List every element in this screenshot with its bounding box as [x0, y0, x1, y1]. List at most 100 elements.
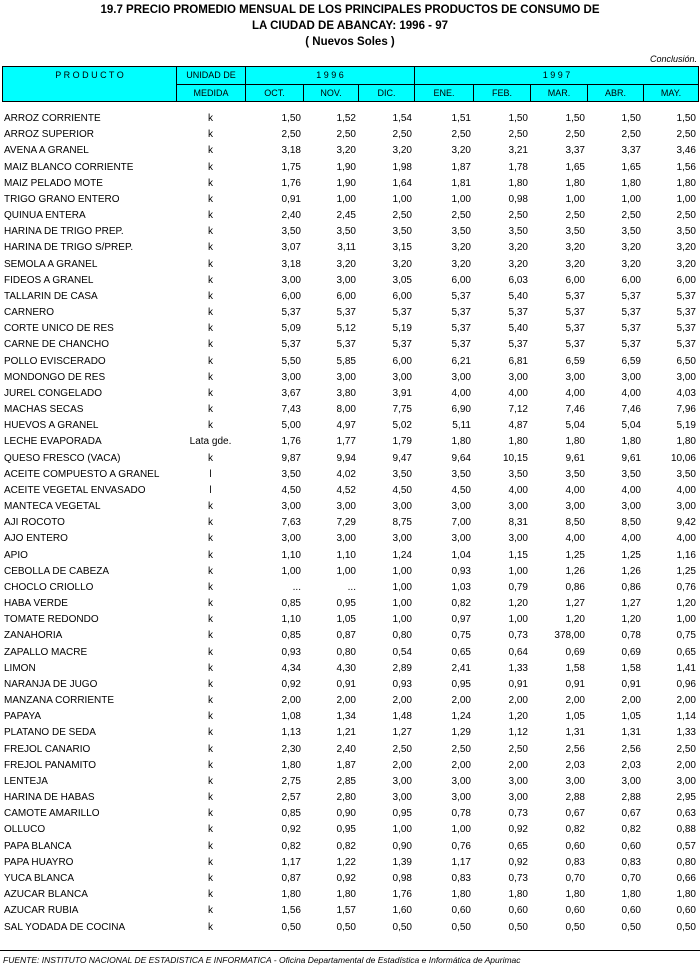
price: 1,08: [281, 711, 301, 723]
price: 3,50: [336, 226, 356, 238]
price: 0,50: [392, 921, 412, 933]
price: 8,50: [621, 517, 641, 529]
price: 1,81: [451, 177, 471, 189]
price: 0,90: [336, 808, 356, 820]
price: 0,50: [621, 921, 641, 933]
price: 2,00: [676, 759, 696, 771]
price: 0,92: [508, 856, 528, 868]
product: AJO ENTERO: [4, 533, 68, 545]
price: 6,00: [281, 290, 301, 302]
price: 6,90: [451, 404, 471, 416]
price: 1,76: [392, 889, 412, 901]
price: 1,00: [392, 598, 412, 610]
price: 0,82: [621, 824, 641, 836]
price: 0,64: [508, 646, 528, 658]
price: 0,73: [508, 630, 528, 642]
month-header: ENE.: [414, 84, 474, 102]
price: 5,37: [621, 290, 641, 302]
price: 3,00: [676, 371, 696, 383]
price: 5,40: [508, 290, 528, 302]
price: 7,46: [565, 404, 585, 416]
product: CARNE DE CHANCHO: [4, 339, 110, 351]
price: 0,95: [451, 678, 471, 690]
product: QUESO FRESCO (VACA): [4, 452, 121, 464]
price: 1,58: [621, 662, 641, 674]
price: 1,20: [676, 598, 696, 610]
price: 3,11: [337, 242, 356, 254]
price: 1,25: [676, 565, 696, 577]
price: 3,15: [392, 242, 412, 254]
price: 1,10: [336, 549, 356, 561]
price: 3,00: [281, 371, 301, 383]
price: 4,00: [508, 387, 528, 399]
price: 4,00: [565, 387, 585, 399]
unit: k: [208, 226, 213, 238]
price: 1,05: [336, 614, 356, 626]
price: 1,65: [565, 161, 585, 173]
price: 1,80: [565, 177, 585, 189]
price: 3,20: [676, 242, 696, 254]
price: 2,00: [281, 695, 301, 707]
price: 0,85: [281, 808, 301, 820]
price: 4,00: [621, 484, 641, 496]
price: 6,59: [565, 355, 585, 367]
price: 0,79: [508, 581, 528, 593]
price: 0,50: [565, 921, 585, 933]
product: FREJOL CANARIO: [4, 743, 91, 755]
unit: k: [208, 921, 213, 933]
price: 0,93: [392, 678, 412, 690]
month-header: OCT.: [245, 84, 304, 102]
price: 3,00: [336, 371, 356, 383]
price: 1,65: [621, 161, 641, 173]
price: 3,00: [451, 775, 471, 787]
price: 6,21: [451, 355, 471, 367]
price: 3,20: [451, 145, 471, 157]
price: 4,30: [336, 662, 356, 674]
product: ZAPALLO MACRE: [4, 646, 88, 658]
price: 1,77: [336, 436, 356, 448]
price: 5,37: [451, 307, 471, 319]
price: 1,98: [392, 161, 412, 173]
unit: k: [208, 711, 213, 723]
product: FREJOL PANAMITO: [4, 759, 97, 771]
price: 0,76: [451, 840, 471, 852]
month-header: ABR.: [587, 84, 644, 102]
price: 5,37: [565, 339, 585, 351]
price: 0,85: [281, 598, 301, 610]
product: MACHAS SECAS: [4, 404, 84, 416]
unit: k: [208, 193, 213, 205]
price: 0,66: [676, 872, 696, 884]
price: 3,46: [676, 145, 696, 157]
product: HABA VERDE: [4, 598, 68, 610]
price: 1,25: [565, 549, 585, 561]
price: 1,60: [392, 905, 412, 917]
price: 2,00: [508, 695, 528, 707]
unit: k: [208, 565, 213, 577]
price: 7,00: [451, 517, 471, 529]
price: 3,00: [676, 775, 696, 787]
unit: k: [208, 517, 213, 529]
price: 1,00: [392, 193, 412, 205]
unit: k: [208, 889, 213, 901]
price: 0,98: [508, 193, 528, 205]
price: 1,80: [565, 436, 585, 448]
unit: k: [208, 290, 213, 302]
price: 5,37: [451, 339, 471, 351]
price: 3,00: [281, 274, 301, 286]
price: 7,63: [281, 517, 301, 529]
price: 0,90: [392, 840, 412, 852]
price: 9,64: [451, 452, 471, 464]
price: 0,98: [392, 872, 412, 884]
price: 5,37: [676, 323, 696, 335]
price: 0,67: [621, 808, 641, 820]
price: 5,37: [281, 307, 301, 319]
price: 1,05: [621, 711, 641, 723]
price: 1,15: [508, 549, 528, 561]
price: 3,00: [392, 533, 412, 545]
price: 0,60: [508, 905, 528, 917]
price: 0,80: [676, 856, 696, 868]
price: 0,86: [621, 581, 641, 593]
price: 1,90: [336, 161, 356, 173]
price: 4,34: [281, 662, 301, 674]
price: 3,50: [281, 468, 301, 480]
